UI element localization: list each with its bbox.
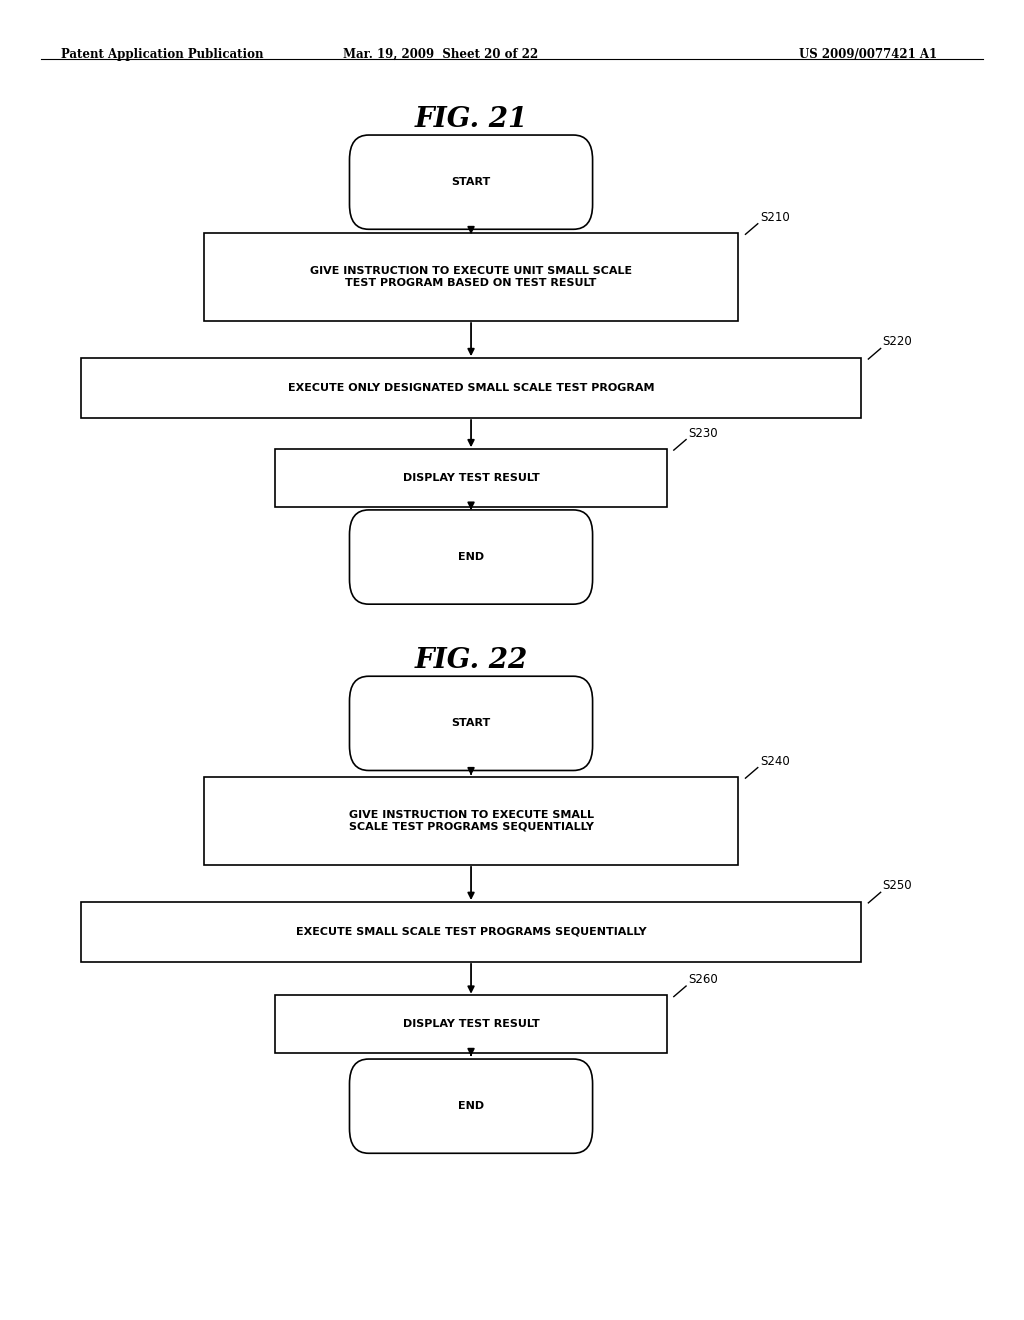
Text: S250: S250 [883, 879, 912, 892]
Text: DISPLAY TEST RESULT: DISPLAY TEST RESULT [402, 473, 540, 483]
Text: START: START [452, 177, 490, 187]
Text: EXECUTE ONLY DESIGNATED SMALL SCALE TEST PROGRAM: EXECUTE ONLY DESIGNATED SMALL SCALE TEST… [288, 383, 654, 393]
Text: S240: S240 [760, 755, 790, 768]
Text: END: END [458, 1101, 484, 1111]
Text: S230: S230 [688, 426, 718, 440]
Text: FIG. 22: FIG. 22 [415, 647, 527, 673]
Text: S210: S210 [760, 211, 790, 223]
Text: EXECUTE SMALL SCALE TEST PROGRAMS SEQUENTIALLY: EXECUTE SMALL SCALE TEST PROGRAMS SEQUEN… [296, 927, 646, 937]
FancyBboxPatch shape [275, 995, 667, 1053]
FancyBboxPatch shape [275, 449, 667, 507]
FancyBboxPatch shape [349, 676, 593, 771]
Text: S220: S220 [883, 335, 912, 348]
Text: S260: S260 [688, 973, 718, 986]
Text: FIG. 21: FIG. 21 [415, 106, 527, 132]
FancyBboxPatch shape [81, 902, 861, 962]
Text: Mar. 19, 2009  Sheet 20 of 22: Mar. 19, 2009 Sheet 20 of 22 [343, 48, 538, 61]
FancyBboxPatch shape [81, 358, 861, 418]
FancyBboxPatch shape [349, 135, 593, 230]
FancyBboxPatch shape [349, 510, 593, 605]
Text: Patent Application Publication: Patent Application Publication [61, 48, 264, 61]
Text: GIVE INSTRUCTION TO EXECUTE UNIT SMALL SCALE
TEST PROGRAM BASED ON TEST RESULT: GIVE INSTRUCTION TO EXECUTE UNIT SMALL S… [310, 267, 632, 288]
Text: US 2009/0077421 A1: US 2009/0077421 A1 [799, 48, 937, 61]
Text: END: END [458, 552, 484, 562]
FancyBboxPatch shape [204, 232, 738, 321]
Text: DISPLAY TEST RESULT: DISPLAY TEST RESULT [402, 1019, 540, 1030]
FancyBboxPatch shape [204, 776, 738, 866]
Text: START: START [452, 718, 490, 729]
Text: GIVE INSTRUCTION TO EXECUTE SMALL
SCALE TEST PROGRAMS SEQUENTIALLY: GIVE INSTRUCTION TO EXECUTE SMALL SCALE … [348, 810, 594, 832]
FancyBboxPatch shape [349, 1059, 593, 1154]
